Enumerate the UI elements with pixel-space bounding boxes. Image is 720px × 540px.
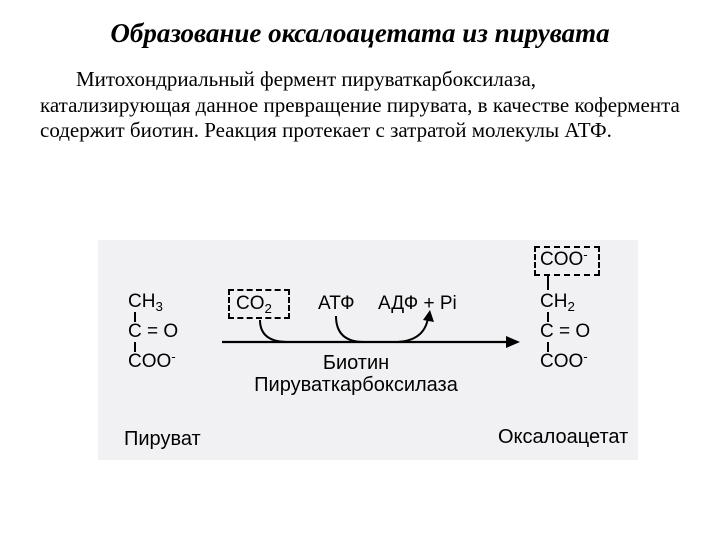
slide-title: Образование оксалоацетата из пирувата (34, 18, 686, 49)
oaa-line-3: COO- (540, 352, 588, 371)
enzyme-label: Пируваткарбоксилаза (226, 374, 486, 397)
slide-body-text: Митохондриальный фермент пируваткарбокси… (40, 67, 680, 144)
oaa-line-1: CH2 (540, 292, 575, 311)
oaa-line-2: C = O (540, 322, 590, 341)
oaa-bond-0 (547, 276, 549, 290)
oaa-top-coo: COO- (540, 250, 588, 269)
oxaloacetate-name: Оксалоацетат (498, 426, 628, 449)
slide-root: Образование оксалоацетата из пирувата Ми… (0, 0, 720, 540)
reaction-diagram: CH3 C = O COO- Пируват CO2 АТФ АДФ + Pi … (98, 240, 638, 460)
cofactor-label: Биотин (226, 352, 486, 375)
